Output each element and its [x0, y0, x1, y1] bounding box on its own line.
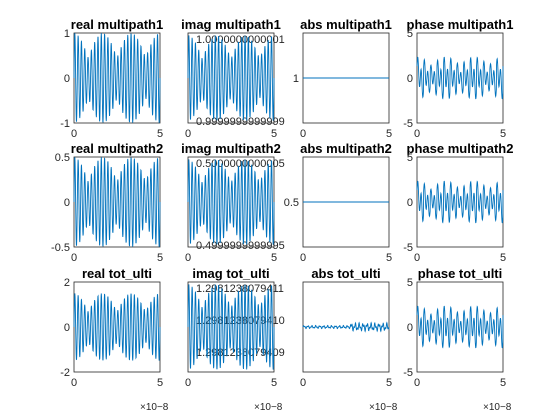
subplot-1-ytick-1: -1 — [60, 118, 70, 130]
subplot-6-ytick-1: 0.4999999999995 — [196, 240, 285, 252]
subplot-6-title: imag multipath2 — [181, 141, 281, 156]
subplot-10-x-exponent: ×10−8 — [254, 402, 283, 413]
subplot-7-title: abs multipath2 — [300, 141, 392, 156]
subplot-4-xtick-1: 0 — [414, 128, 420, 140]
subplot-3-title: abs multipath1 — [300, 17, 392, 32]
subplot-1-series-line — [73, 33, 161, 123]
subplot-9-xtick-1: 0 — [71, 377, 77, 389]
subplot-11-xtick-2: 5 — [386, 377, 392, 389]
subplot-8-ytick-1: -5 — [403, 242, 413, 254]
subplot-10-xtick-2: 5 — [271, 377, 277, 389]
subplot-11-x-exponent: ×10−8 — [369, 402, 398, 413]
subplot-9-ytick-1: -2 — [60, 367, 70, 379]
subplot-6-series-line — [187, 159, 275, 245]
subplot-8-title: phase multipath2 — [407, 141, 514, 156]
subplot-1-xtick-2: 5 — [157, 128, 163, 140]
subplot-5-ytick-2: 0 — [64, 197, 70, 209]
subplot-8-series-line — [416, 180, 504, 224]
subplot-1-ytick-2: 0 — [64, 73, 70, 85]
subplot-4-title: phase multipath1 — [407, 17, 514, 32]
subplot-4-xtick-2: 5 — [500, 128, 506, 140]
subplot-2-xtick-1: 0 — [185, 128, 191, 140]
subplot-10-series-line — [187, 284, 275, 370]
subplot-6-xtick-1: 0 — [185, 252, 191, 264]
subplot-4-ytick-2: 0 — [407, 73, 413, 85]
subplot-11-xtick-1: 0 — [300, 377, 306, 389]
subplot-8-ytick-2: 0 — [407, 197, 413, 209]
subplot-1-xtick-1: 0 — [71, 128, 77, 140]
subplot-5-xtick-2: 5 — [157, 252, 163, 264]
subplot-9-ytick-3: 2 — [64, 277, 70, 289]
subplot-12-ytick-3: 5 — [407, 277, 413, 289]
subplot-5-xtick-1: 0 — [71, 252, 77, 264]
subplot-8-xtick-2: 5 — [500, 252, 506, 264]
subplot-10-ytick-1: 1.2981238079411 — [196, 283, 284, 295]
subplot-10-title: imag tot_ulti — [192, 266, 269, 281]
subplot-9-ytick-2: 0 — [64, 322, 70, 334]
subplot-5-ytick-3: 0.5 — [55, 152, 70, 164]
subplot-1-ytick-3: 1 — [64, 28, 70, 40]
subplot-4-ytick-1: -5 — [403, 118, 413, 130]
subplot-9-xtick-2: 5 — [157, 377, 163, 389]
subplot-4-ytick-3: 5 — [407, 28, 413, 40]
subplot-12-title: phase tot_ulti — [418, 266, 503, 281]
subplot-2-ytick-1: 0.9999999999999 — [196, 116, 285, 128]
subplot-6-xtick-2: 5 — [271, 252, 277, 264]
subplot-5-title: real multipath2 — [71, 141, 163, 156]
subplot-12-x-exponent: ×10−8 — [483, 402, 512, 413]
subplot-3-xtick-1: 0 — [300, 128, 306, 140]
subplot-4-series-line — [416, 56, 504, 100]
subplot-2-xtick-2: 5 — [271, 128, 277, 140]
subplot-1-title: real multipath1 — [71, 17, 163, 32]
subplot-11-title: abs tot_ulti — [311, 266, 380, 281]
subplot-8-xtick-1: 0 — [414, 252, 420, 264]
subplot-9-x-exponent: ×10−8 — [140, 402, 169, 413]
subplot-11-series-line — [302, 321, 390, 333]
subplot-12-xtick-1: 0 — [414, 377, 420, 389]
subplot-3-ytick-1: 1 — [293, 73, 299, 85]
subplot-2-series-line — [187, 35, 275, 121]
subplot-9-series-line — [73, 293, 161, 361]
subplot-12-xtick-2: 5 — [500, 377, 506, 389]
subplot-8-ytick-3: 5 — [407, 152, 413, 164]
subplot-2-title: imag multipath1 — [181, 17, 281, 32]
subplot-10-xtick-1: 0 — [185, 377, 191, 389]
subplot-3-xtick-2: 5 — [386, 128, 392, 140]
subplot-12-series-line — [416, 305, 504, 349]
subplot-9-title: real tot_ulti — [82, 266, 152, 281]
subplot-7-xtick-1: 0 — [300, 252, 306, 264]
subplot-5-ytick-1: -0.5 — [51, 242, 70, 254]
subplot-5-series-line — [73, 157, 161, 247]
subplot-12-ytick-1: -5 — [403, 367, 413, 379]
subplot-12-ytick-2: 0 — [407, 322, 413, 334]
subplot-7-ytick-1: 0.5 — [284, 197, 299, 209]
subplot-7-xtick-2: 5 — [386, 252, 392, 264]
